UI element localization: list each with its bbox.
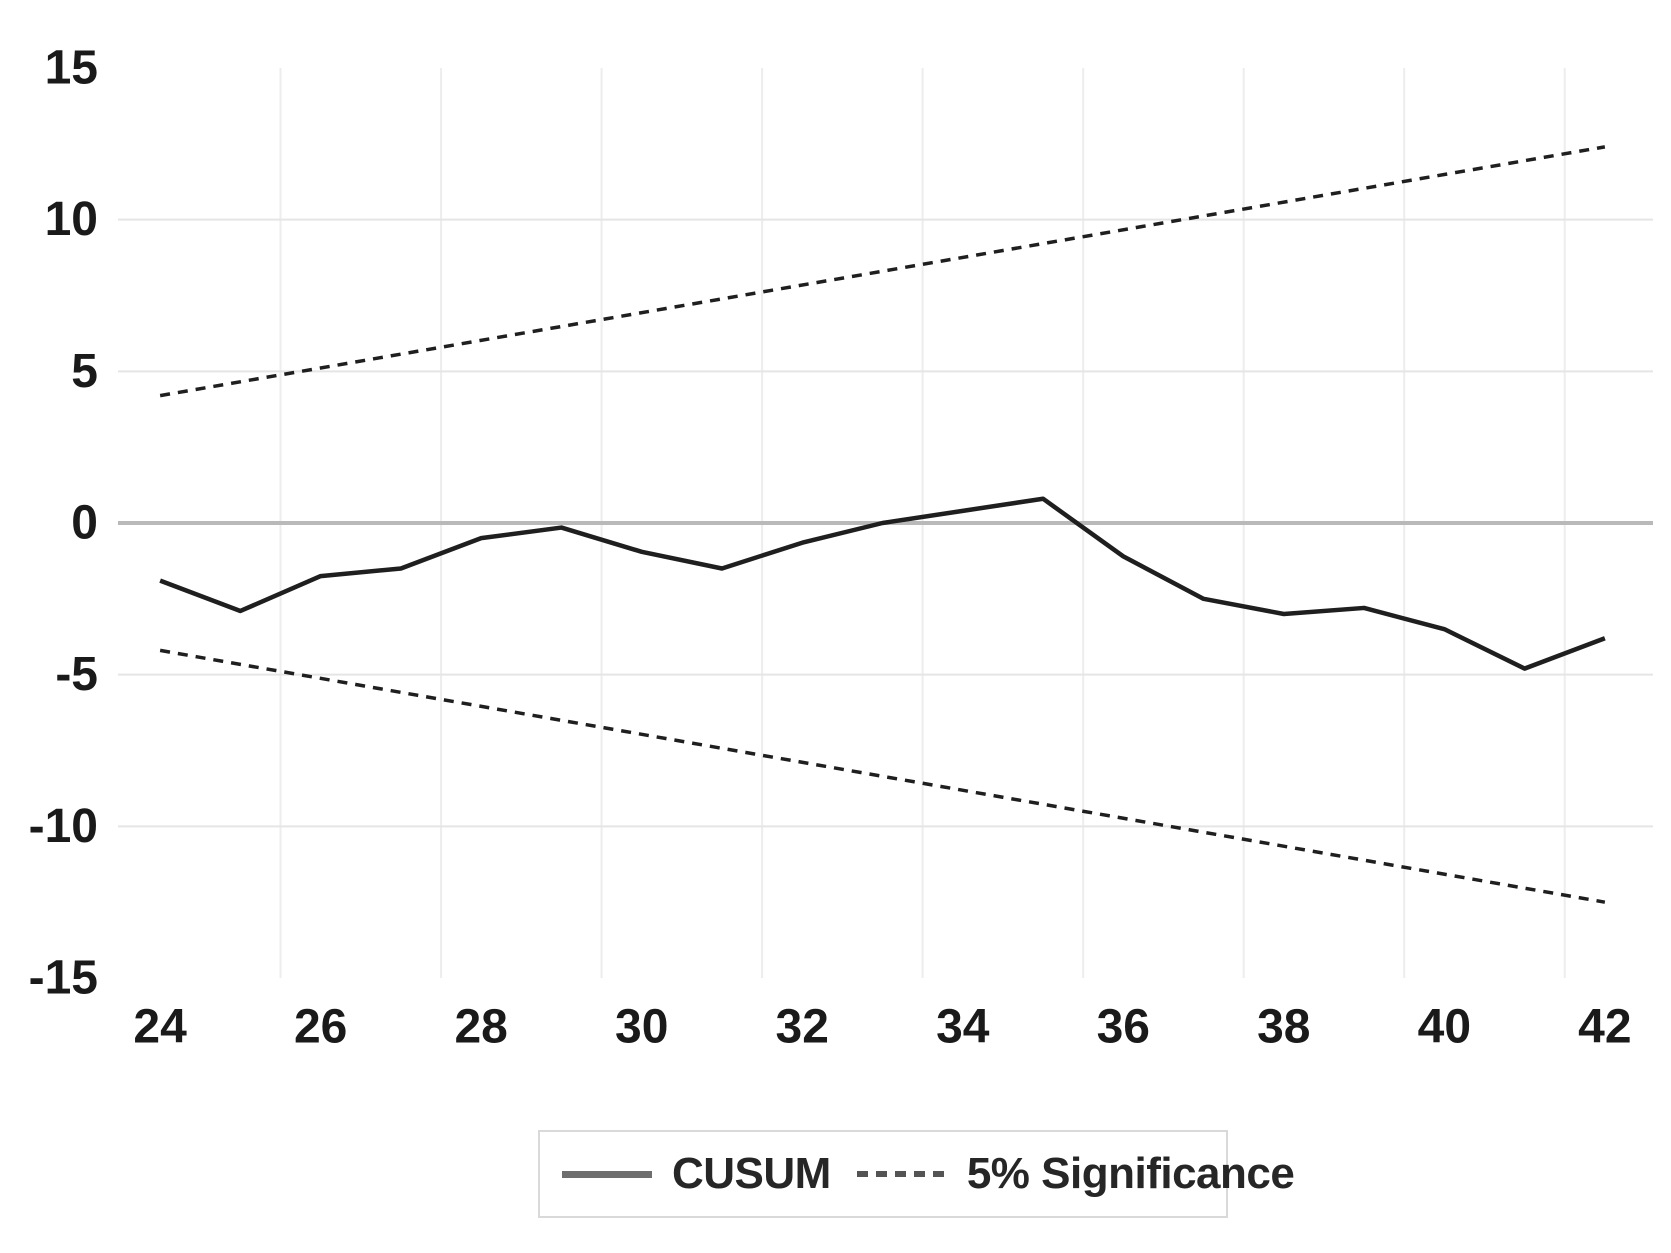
x-tick-label: 30 (615, 1001, 668, 1054)
x-tick-label: 34 (936, 1001, 990, 1054)
x-tick-label: 40 (1418, 1001, 1471, 1054)
legend-item-significance: 5% Significance (856, 1149, 1295, 1198)
y-tick-label: 5 (71, 345, 98, 398)
axis-labels: 15 10 5 0 -5 -10 -15 24 26 28 30 32 34 36 38 40 42 (29, 42, 1632, 1054)
significance-line-swatch (856, 1171, 947, 1177)
legend: CUSUM 5% Significance (538, 1130, 1295, 1218)
x-tick-label: 38 (1257, 1001, 1310, 1054)
x-tick-label: 28 (454, 1001, 507, 1054)
x-tick-label: 24 (133, 1001, 187, 1054)
cusum-line (159, 496, 1606, 671)
significance-upper-line (159, 145, 1606, 398)
y-tick-label: -10 (29, 800, 98, 853)
legend-label-significance: 5% Significance (966, 1149, 1295, 1198)
significance-lower-line (159, 648, 1606, 904)
y-tick-label: 10 (45, 193, 98, 246)
cusum-line-swatch (562, 1170, 652, 1178)
x-tick-label: 36 (1097, 1001, 1150, 1054)
legend-label-cusum: CUSUM (672, 1149, 831, 1198)
y-tick-label: -5 (55, 648, 98, 701)
legend-item-cusum: CUSUM (562, 1152, 831, 1196)
x-tick-label: 26 (294, 1001, 347, 1054)
y-tick-label: 0 (71, 497, 98, 550)
y-tick-label: 15 (45, 42, 98, 95)
x-tick-label: 42 (1578, 1001, 1631, 1054)
gridlines (118, 68, 1653, 978)
y-tick-label: -15 (29, 952, 98, 1005)
x-tick-label: 32 (776, 1001, 829, 1054)
